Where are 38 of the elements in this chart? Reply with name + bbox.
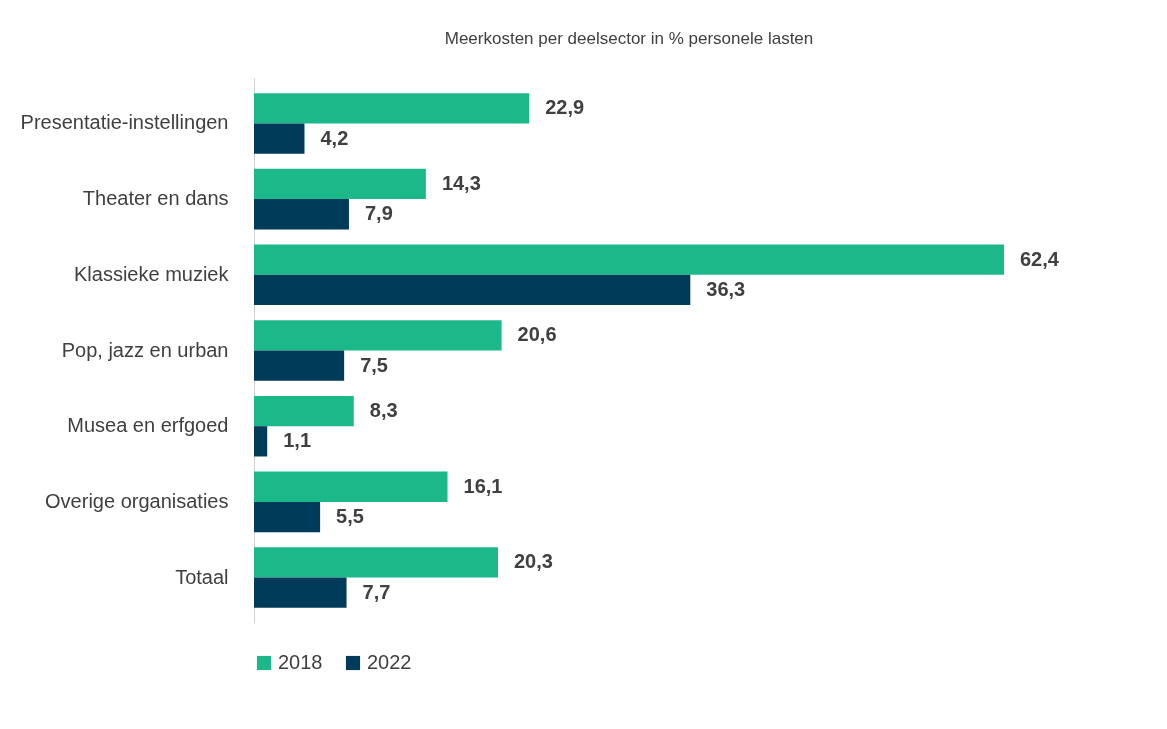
data-label: 5,5 [336, 505, 364, 528]
data-label: 62,4 [1020, 247, 1060, 270]
data-label: 7,5 [360, 353, 388, 376]
bar [254, 274, 691, 306]
bar [254, 395, 354, 427]
bar [254, 168, 426, 200]
data-label: 4,2 [320, 126, 349, 149]
legend-label: 2018 [278, 651, 323, 673]
data-label: 8,3 [369, 399, 398, 422]
data-label: 14,3 [441, 171, 481, 194]
legend-label: 2022 [367, 651, 412, 673]
data-label: 7,9 [364, 202, 393, 225]
y-tick-label: Theater en dans [82, 187, 229, 210]
data-label: 7,7 [362, 580, 391, 603]
y-tick-label: Musea en erfgoed [67, 414, 229, 437]
bar [254, 501, 321, 533]
y-tick-label: Totaal [175, 565, 229, 588]
data-label: 16,1 [463, 474, 503, 497]
chart-title: Meerkosten per deelsector in % personele lasten [444, 29, 814, 48]
bar [254, 426, 268, 457]
bar [254, 244, 1004, 275]
y-tick-label: Presentatie-instellingen [20, 111, 229, 134]
bar [254, 350, 345, 381]
bar [254, 93, 530, 124]
bar [254, 123, 305, 154]
y-tick-label: Overige organisaties [45, 489, 229, 512]
bar [254, 547, 498, 578]
data-label: 22,9 [545, 96, 585, 119]
bar [254, 577, 347, 608]
data-label: 20,6 [517, 323, 557, 346]
y-tick-label: Klassieke muziek [73, 262, 230, 285]
bar [254, 320, 502, 351]
data-label: 36,3 [706, 277, 746, 300]
bar [254, 471, 448, 502]
data-label: 20,3 [513, 550, 553, 573]
y-tick-label: Pop, jazz en urban [61, 338, 229, 361]
data-label: 1,1 [283, 429, 312, 452]
bar [254, 199, 349, 230]
